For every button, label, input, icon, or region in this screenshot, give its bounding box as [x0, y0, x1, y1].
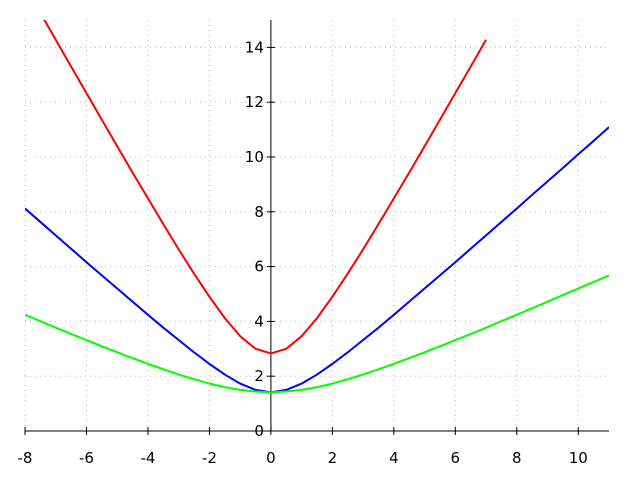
line — [25, 126, 609, 394]
x-tick-label: 8 — [512, 449, 522, 467]
line — [25, 274, 609, 394]
x-tick-label: -4 — [140, 449, 155, 467]
x-tick-label: -8 — [18, 449, 33, 467]
line — [43, 20, 487, 355]
x-tick-label: -2 — [202, 449, 217, 467]
plot-area — [25, 20, 609, 394]
x-tick-label: 6 — [451, 449, 461, 467]
x-tick-label: 4 — [389, 449, 399, 467]
y-tick-label: 10 — [245, 148, 264, 166]
y-tick-label: 14 — [245, 38, 264, 56]
x-tick-label: 2 — [328, 449, 338, 467]
y-tick-label: 12 — [245, 93, 264, 111]
y-tick-label: 8 — [254, 203, 264, 221]
x-tick-label: 10 — [569, 449, 588, 467]
x-tick-label: -6 — [79, 449, 94, 467]
y-tick-label: 2 — [254, 367, 264, 385]
y-tick-label: 4 — [254, 312, 264, 330]
y-tick-label: 6 — [254, 258, 264, 276]
x-tick-label: 0 — [266, 449, 276, 467]
